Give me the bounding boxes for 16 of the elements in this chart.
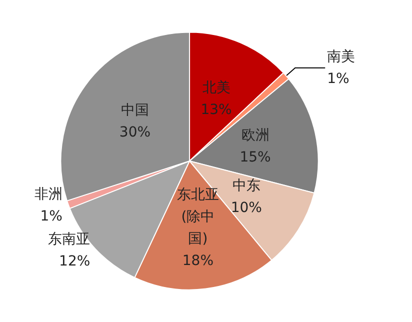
slice-label: 东北亚(除中国) bbox=[176, 186, 219, 247]
data-label: 1% bbox=[40, 208, 62, 224]
data-label: 1% bbox=[327, 70, 350, 87]
data-label: 13% bbox=[200, 102, 232, 118]
slice-label: 南美 bbox=[327, 48, 356, 65]
slice-label: 非洲 bbox=[34, 186, 62, 202]
data-label: 10% bbox=[230, 200, 262, 216]
data-label: 30% bbox=[119, 124, 151, 140]
slice-label: 东南亚 bbox=[48, 232, 90, 248]
data-label: 18% bbox=[182, 252, 214, 269]
slice-label: 中东 bbox=[232, 178, 260, 194]
slice-label: 欧洲 bbox=[241, 127, 270, 144]
data-label: 12% bbox=[59, 254, 90, 270]
slice-label: 中国 bbox=[120, 102, 149, 118]
slice-label: 北美 bbox=[202, 80, 230, 96]
data-label: 15% bbox=[240, 149, 271, 166]
